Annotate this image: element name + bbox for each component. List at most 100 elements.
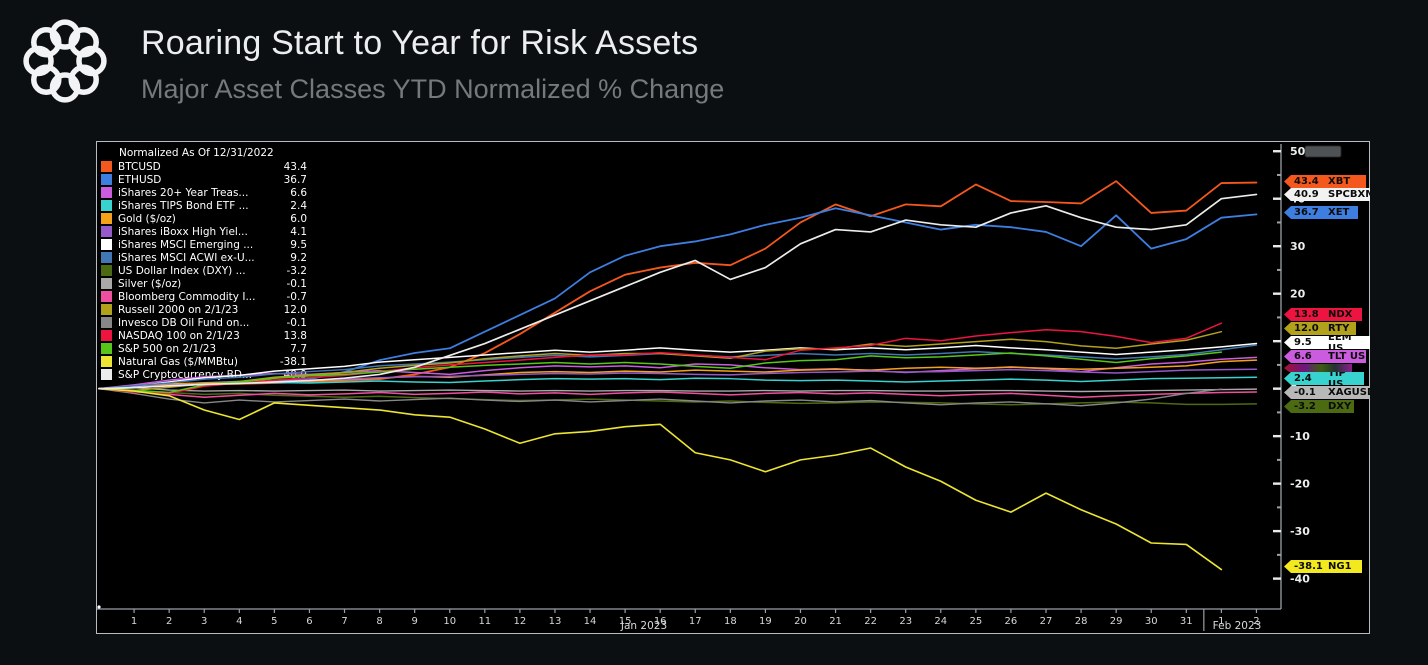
badge-value: -38.1 [1294,561,1323,572]
legend-row: Natural Gas ($/MMBtu) -38.1 [101,355,307,368]
legend-series-name: iShares 20+ Year Treas... [118,186,249,199]
legend-series-value: 6.0 [290,212,307,225]
x-axis-day-label: 13 [549,616,562,627]
y-axis-label: 30 [1290,240,1306,253]
x-axis-day-label: 24 [934,616,947,627]
series-line-DXY [98,387,1258,406]
x-axis-day-label: 3 [201,616,207,627]
legend-swatch [101,187,112,198]
legend-swatch [101,174,112,185]
badge-ticker: RTY [1328,323,1350,334]
x-axis-day-label: 19 [759,616,772,627]
badge-ticker: XBT [1328,176,1351,187]
legend-row: US Dollar Index (DXY) ... -3.2 [101,264,307,277]
legend-swatch [101,317,112,328]
legend-row: Bloomberg Commodity I... -0.7 [101,290,307,303]
legend-series-name: Natural Gas ($/MMBtu) [118,355,238,368]
y-axis-label: -10 [1290,430,1310,443]
series-line-BCOM [98,387,1258,398]
value-badge-RTY: 12.0 RTY [1284,322,1356,335]
badge-value: 40.9 [1294,189,1319,200]
x-axis-day-label: 14 [584,616,597,627]
value-badge-TIP-US: 2.4 TIP US [1284,372,1364,385]
legend-swatch [101,291,112,302]
legend-series-name: US Dollar Index (DXY) ... [118,264,246,277]
month-label-jan: Jan 2023 [620,620,668,632]
x-axis-day-label: 25 [969,616,982,627]
legend-series-value: 12.0 [283,303,307,316]
legend-series-name: Russell 2000 on 2/1/23 [118,303,239,316]
badge-ticker: SPCBXM [1328,189,1376,200]
badge-value: 9.5 [1294,337,1312,348]
legend-series-name: iShares MSCI ACWI ex-U... [118,251,255,264]
badge-ticker: DXY [1328,401,1352,412]
legend-series-value: -3.2 [286,264,308,277]
x-axis-day-label: 18 [724,616,737,627]
legend-series-name: Bloomberg Commodity I... [118,290,256,303]
legend-series-name: BTCUSD [118,160,161,173]
x-axis-day-label: 30 [1145,616,1158,627]
badge-value: 2.4 [1294,373,1312,384]
badge-value: 36.7 [1294,207,1319,218]
legend-swatch [101,278,112,289]
badge-value: 12.0 [1294,323,1319,334]
legend-series-name: Silver ($/oz) [118,277,182,290]
legend-series-value: 6.6 [290,186,307,199]
chart-legend: Normalized As Of 12/31/2022 BTCUSD 43.4 ET… [101,147,307,381]
x-axis-day-label: 21 [829,616,842,627]
legend-swatch [101,304,112,315]
legend-row: Silver ($/oz) -0.1 [101,277,307,290]
legend-series-name: iShares iBoxx High Yiel... [118,225,248,238]
legend-row: NASDAQ 100 on 2/1/23 13.8 [101,329,307,342]
x-axis-day-label: 22 [864,616,877,627]
badge-value: 6.6 [1294,351,1312,362]
x-axis-day-label: 31 [1180,616,1193,627]
legend-row: BTCUSD 43.4 [101,160,307,173]
badge-ticker: XAGUSD [1328,387,1376,398]
badge-value: 43.4 [1294,176,1319,187]
x-axis-day-label: 26 [1005,616,1018,627]
value-badge-TLT-US: 6.6 TLT US [1284,350,1366,363]
series-line-XAGUSD [98,387,1258,393]
value-badge-XBT: 43.4 XBT [1284,175,1366,188]
x-axis-day-label: 7 [341,616,347,627]
x-axis-day-label: 9 [411,616,417,627]
knot-ring-logo [18,14,112,112]
legend-series-value: 43.4 [283,160,307,173]
legend-series-value: 36.7 [283,173,307,186]
y-axis-label: 20 [1290,288,1306,301]
page-title: Roaring Start to Year for Risk Assets [141,24,699,62]
badge-value: 13.8 [1294,309,1319,320]
legend-row: iShares iBoxx High Yiel... 4.1 [101,225,307,238]
x-axis-day-label: 10 [443,616,456,627]
value-badge-SPCBXM: 40.9 SPCBXM [1284,188,1370,201]
legend-row: iShares MSCI Emerging ... 9.5 [101,238,307,251]
y-axis-label: 40 [1290,193,1306,206]
x-axis-day-label: 5 [271,616,277,627]
x-axis-day-label: 28 [1075,616,1088,627]
legend-swatch [101,226,112,237]
x-axis-day-label: 27 [1040,616,1053,627]
x-axis-day-label: 29 [1110,616,1123,627]
y-axis-label: -30 [1290,525,1310,538]
badge-value: -3.2 [1294,401,1316,412]
partially-hidden-badge [1284,364,1352,372]
legend-row: ETHUSD 36.7 [101,173,307,186]
legend-row: Russell 2000 on 2/1/23 12.0 [101,303,307,316]
legend-series-name: Gold ($/oz) [118,212,176,225]
legend-series-name: S&P 500 on 2/1/23 [118,342,217,355]
legend-series-name: iShares TIPS Bond ETF ... [118,199,249,212]
legend-row: Invesco DB Oil Fund on... -0.1 [101,316,307,329]
legend-series-value: -38.1 [279,355,307,368]
legend-swatch [101,161,112,172]
legend-swatch [101,343,112,354]
x-axis-day-label: 12 [514,616,527,627]
month-label-feb: Feb 2023 [1212,620,1262,632]
faded-badge [1305,146,1341,157]
x-axis-day-label: 23 [899,616,912,627]
legend-series-name: ETHUSD [118,173,162,186]
legend-series-value: 9.2 [290,251,307,264]
legend-series-name: iShares MSCI Emerging ... [118,238,254,251]
y-axis-label: 50 [1290,145,1306,158]
y-axis-label: 0 [1290,383,1298,396]
